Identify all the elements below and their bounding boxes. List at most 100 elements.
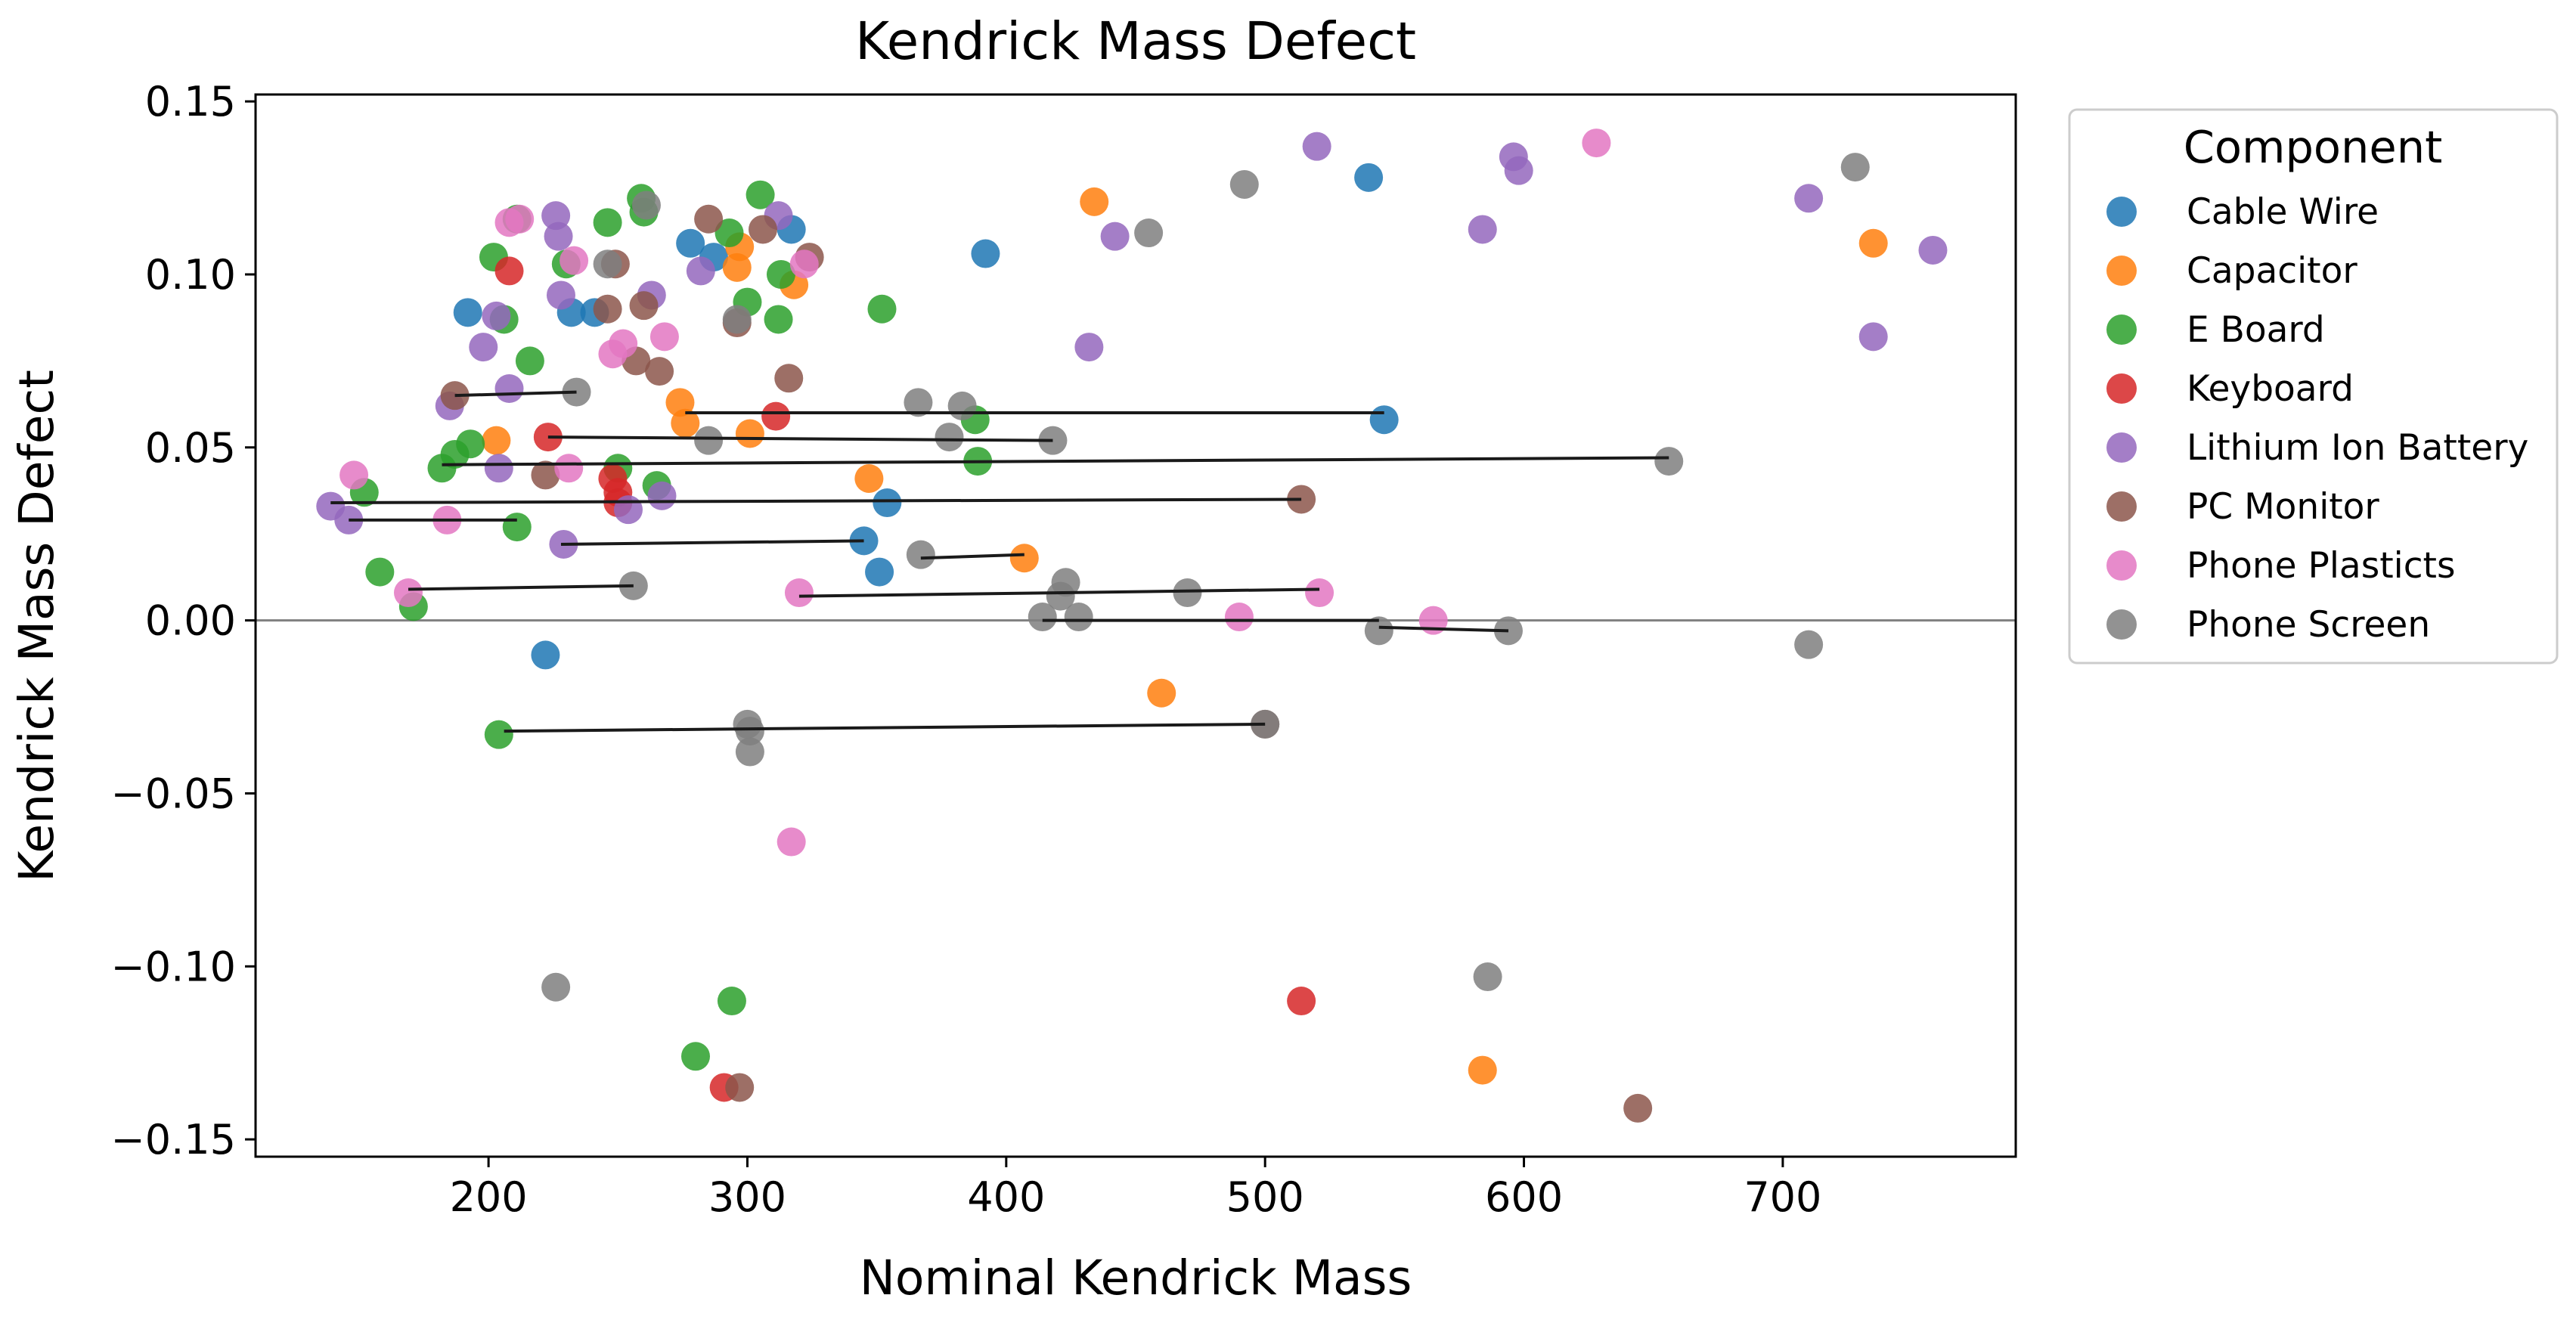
data-point [484, 454, 513, 483]
data-point [453, 298, 482, 327]
data-point [1224, 603, 1254, 632]
series-2 [349, 180, 993, 1071]
data-point [1654, 447, 1684, 476]
data-point [560, 246, 589, 275]
y-axis-ticks: 0.15 0.10 0.05 0.00 −0.05 −0.10 −0.15 [111, 78, 256, 1163]
data-point [971, 239, 1000, 268]
legend-label: Lithium Ion Battery [2187, 427, 2528, 469]
legend-label: Phone Screen [2187, 604, 2430, 646]
connector-line [442, 456, 1669, 466]
data-point [541, 972, 571, 1002]
data-point [531, 460, 560, 490]
legend-marker [2106, 550, 2137, 581]
x-tick-label: 200 [450, 1173, 528, 1221]
data-point [1287, 987, 1316, 1016]
data-point [725, 1073, 755, 1102]
legend: Component Cable Wire Capacitor E Board Keyb… [2068, 108, 2559, 665]
data-point [593, 294, 622, 324]
data-point [554, 454, 584, 483]
data-point [1364, 616, 1393, 646]
y-tick-label: −0.15 [111, 1116, 236, 1163]
legend-marker [2106, 256, 2137, 286]
x-axis-label: Nominal Kendrick Mass [860, 1250, 1412, 1306]
data-point [482, 426, 511, 455]
data-point [393, 578, 423, 608]
y-axis-label: Kendrick Mass Defect [9, 370, 64, 882]
legend-marker [2106, 314, 2137, 345]
data-point [546, 280, 575, 310]
y-tick-label: 0.05 [145, 424, 236, 472]
legend-marker [2106, 609, 2137, 640]
data-point [1840, 153, 1870, 182]
x-tick-label: 500 [1226, 1173, 1304, 1221]
data-point [365, 557, 395, 587]
data-point [947, 391, 977, 420]
chart-title: Kendrick Mass Defect [855, 11, 1416, 72]
data-point [1468, 215, 1497, 244]
data-point [777, 827, 806, 857]
connector-line [560, 539, 864, 546]
legend-box [2068, 108, 2559, 665]
data-point [671, 408, 700, 438]
x-tick-label: 400 [967, 1173, 1045, 1221]
data-point [1918, 235, 1948, 265]
data-point [1582, 129, 1611, 158]
legend-items: Cable Wire Capacitor E Board Keyboard Lithiu… [2106, 191, 2528, 646]
data-point [645, 357, 674, 386]
data-point [735, 419, 764, 448]
connector-line [798, 587, 1320, 598]
data-point [593, 249, 622, 279]
x-axis-ticks: 200 300 400 500 600 700 [450, 1157, 1821, 1221]
connector-line [504, 722, 1266, 733]
y-tick-label: −0.10 [111, 943, 236, 990]
data-point [484, 720, 513, 749]
data-point [761, 401, 791, 431]
data-point [544, 222, 573, 251]
legend-label: Cable Wire [2187, 191, 2379, 233]
data-point [1080, 187, 1109, 216]
y-tick-label: 0.15 [145, 78, 236, 125]
data-point [906, 540, 935, 569]
x-tick-label: 300 [708, 1173, 786, 1221]
data-point [1305, 578, 1334, 608]
series-3 [494, 256, 1316, 1102]
data-point [715, 218, 744, 248]
data-point [647, 481, 677, 510]
data-point [935, 423, 964, 452]
plot-frame [254, 93, 2017, 1158]
data-point [873, 488, 902, 518]
data-point [1074, 333, 1104, 362]
legend-marker [2106, 373, 2137, 404]
data-point [494, 374, 524, 404]
data-point [1028, 603, 1057, 632]
data-point [469, 333, 498, 362]
data-point [722, 305, 752, 334]
series-7 [541, 153, 1870, 1002]
data-point [774, 364, 804, 393]
data-point [854, 463, 884, 493]
series-4 [316, 132, 1948, 559]
data-point [676, 228, 705, 258]
data-point [746, 180, 775, 209]
connector-line [920, 553, 1025, 560]
data-point [1134, 218, 1164, 248]
data-point [494, 256, 524, 286]
legend-title: Component [2184, 121, 2443, 173]
y-tick-label: 0.10 [145, 251, 236, 299]
connector-line [547, 435, 1053, 442]
series-6 [339, 129, 1611, 857]
series-1 [482, 187, 1888, 1085]
y-tick-label: 0.00 [145, 597, 236, 645]
data-point [1229, 169, 1259, 199]
data-point [686, 256, 715, 286]
data-point [1468, 1055, 1497, 1085]
data-point [1794, 184, 1824, 213]
data-point [505, 204, 535, 234]
plot-area [256, 129, 2016, 1123]
connector-line [408, 584, 634, 591]
connector-line [1378, 625, 1509, 633]
data-point [1504, 156, 1533, 185]
data-point [749, 215, 778, 244]
data-point [717, 987, 746, 1016]
